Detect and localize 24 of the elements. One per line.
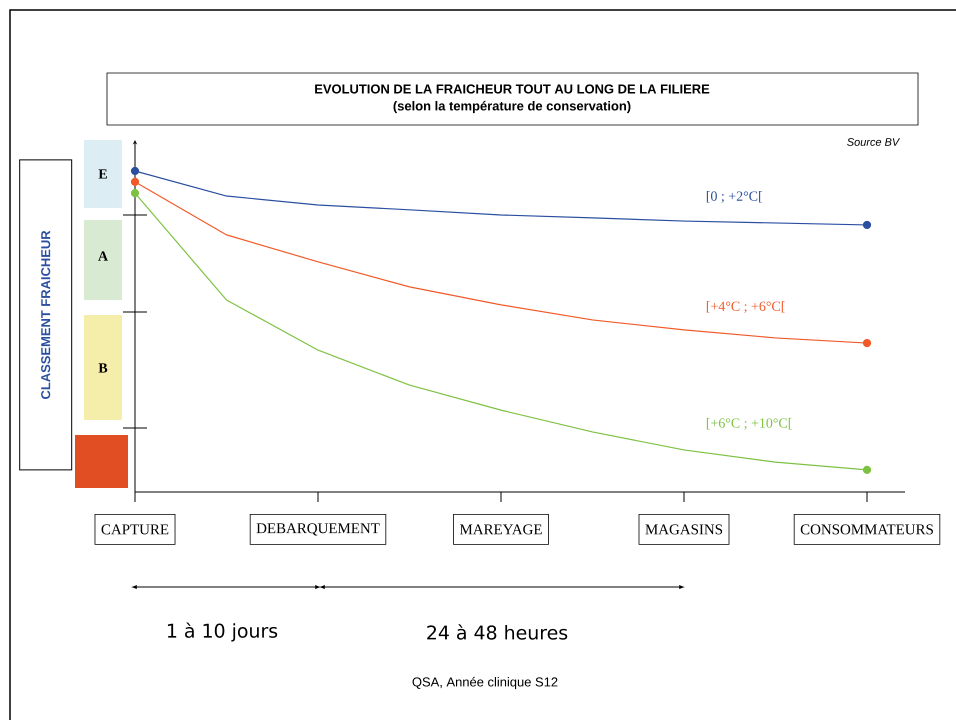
- x-tick-label: MAGASINS: [645, 524, 722, 534]
- source-note: Source BV: [847, 138, 900, 146]
- point: [862, 220, 872, 230]
- point: [130, 178, 140, 186]
- text: E: [98, 169, 107, 179]
- text: 1 à 10 jours: [168, 622, 278, 642]
- x-tick-label: CAPTURE: [102, 524, 168, 534]
- chart-title: EVOLUTION DE LA FRAICHEUR TOUT AU LONG DE LA FILIERE: [315, 84, 710, 94]
- y-axis-title: CLASSEMENT FRAICHEUR: [41, 230, 50, 399]
- series-label: [+4°C ; +6°C[: [706, 301, 785, 313]
- point: [862, 338, 872, 348]
- x-tick-label: MAREYAGE: [460, 524, 542, 534]
- series-label: [+6°C ; +10°C[: [706, 418, 792, 430]
- text: QSA, Année clinique S12: [412, 676, 558, 690]
- series-label: [0 ; +2°C[: [706, 191, 762, 203]
- point: [130, 189, 140, 198]
- x-tick-label: CONSOMMATEURS: [800, 524, 933, 534]
- chart-subtitle: (selon la température de conservation): [394, 100, 630, 114]
- x-tick-label: DEBARQUEMENT: [256, 523, 380, 536]
- point: [862, 466, 872, 474]
- point: [130, 166, 140, 176]
- text: 24 à 48 heures: [427, 624, 568, 640]
- text: A: [98, 251, 108, 261]
- text: B: [98, 363, 108, 373]
